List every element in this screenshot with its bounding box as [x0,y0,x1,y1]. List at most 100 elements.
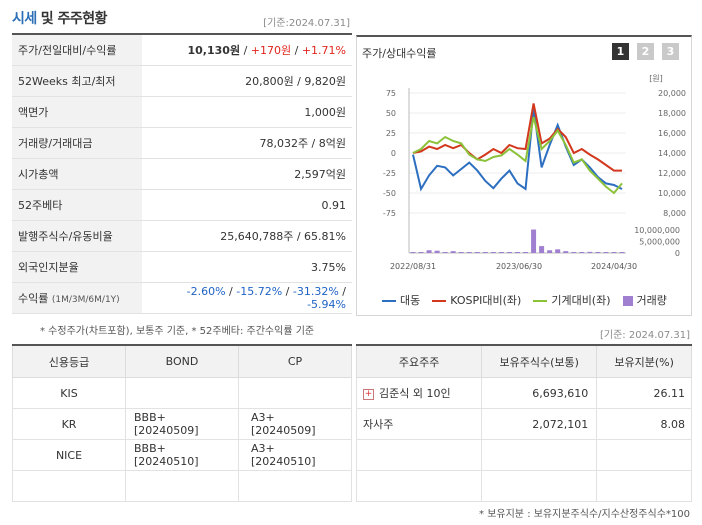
volume-bar [523,252,529,253]
holders-footnote: * 보유지분 : 보유지분주식수/지수산정주식수*100 [479,509,690,520]
volume-bar [426,250,432,253]
holder-cell: 26.11 [596,377,692,409]
left-tick-label: 0 [391,149,396,158]
left-tick-label: 25 [386,129,396,138]
legend-machine-swatch [533,300,548,302]
volume-bar [531,229,537,253]
volume-bar [547,250,553,253]
volume-bar [571,252,577,253]
label-face: 액면가 [12,96,142,128]
price-return: +1.71% [301,44,346,57]
credit-header-rating: 신용등급 [12,344,126,378]
holder-row [355,470,692,502]
chart-page-2-button[interactable]: 2 [637,43,654,60]
volume-bar [466,252,472,253]
volume-tick-label: 10,000,000 [634,226,680,235]
return-1y: -5.94% [307,298,346,311]
row-return: 수익률 (1M/3M/6M/1Y) -2.60% / -15.72% / -31… [12,282,352,314]
credit-cell: KR [12,408,126,440]
chart-page-1-button[interactable]: 1 [612,43,629,60]
holder-header-shares: 보유주식수(보통) [481,344,598,378]
right-tick-label: 18,000 [658,109,686,118]
chart-panel [356,35,692,316]
credit-cell: KIS [12,377,126,409]
major-shareholders-table: 주요주주 보유주식수(보통) 보유지분(%) + 김준식 외 10인 6,693,6… [355,344,692,502]
value-volume: 78,032주 / 8억원 [142,127,352,159]
label-mcap: 시가총액 [12,158,142,190]
volume-bar [410,252,416,253]
holder-cell: + 김준식 외 10인 [355,377,483,409]
holder-row [355,439,692,471]
x-tick-label: 2023/06/30 [496,262,542,271]
legend-volume[interactable]: 거래량 [622,292,667,308]
row-foreign: 외국인지분율 3.75% [12,251,352,283]
section-title: 시세 및 주주현황 [12,8,108,28]
holder-row: + 김준식 외 10인 6,693,610 26.11 [355,377,692,409]
value-mcap: 2,597억원 [142,158,352,190]
holder-cell: 2,072,101 [481,408,598,440]
legend-kospi[interactable]: KOSPI대비(좌) [432,292,521,308]
credit-header-bond: BOND [125,344,239,378]
left-tick-label: 50 [386,109,396,118]
x-tick-label: 2024/04/30 [591,262,637,271]
legend-kospi-label: KOSPI대비(좌) [450,294,522,307]
label-price: 주가/전일대비/수익률 [12,35,142,66]
legend-stock[interactable]: 대동 [382,292,420,308]
credit-cell: NICE [12,439,126,471]
right-tick-label: 12,000 [658,169,686,178]
right-tick-label: 20,000 [658,89,686,98]
label-beta: 52주베타 [12,189,142,221]
credit-row: KR BBB+ [20240509] A3+ [20240509] [12,408,352,440]
volume-bar [442,252,448,253]
credit-row [12,470,352,502]
legend-machine[interactable]: 기계대비(좌) [533,292,611,308]
volume-bar [555,249,561,253]
legend-stock-swatch [382,300,396,302]
holder-header-pct: 보유지분(%) [596,344,692,378]
holder-row: 자사주 2,072,101 8.08 [355,408,692,440]
value-shares: 25,640,788주 / 65.81% [142,220,352,252]
price-summary-table: 주가/전일대비/수익률 10,130원 / +170원 / +1.71% 52W… [12,35,352,314]
holder-cell [596,470,692,502]
left-tick-label: -75 [383,209,396,218]
return-6m: -31.32% [292,285,339,298]
row-volume: 거래량/거래대금 78,032주 / 8억원 [12,127,352,159]
row-52w: 52Weeks 최고/최저 20,800원 / 9,820원 [12,65,352,97]
series-line [412,108,623,192]
label-shares: 발행주식수/유동비율 [12,220,142,252]
title-main: 시세 [12,11,37,27]
row-beta: 52주베타 0.91 [12,189,352,221]
holder-cell [596,439,692,471]
x-tick-label: 2022/08/31 [390,262,436,271]
holder-header-name: 주요주주 [355,344,483,378]
expand-icon[interactable]: + [363,388,374,400]
row-mcap: 시가총액 2,597억원 [12,158,352,190]
price-change: +170원 [250,44,292,57]
label-volume: 거래량/거래대금 [12,127,142,159]
volume-bar [506,252,512,253]
row-price: 주가/전일대비/수익률 10,130원 / +170원 / +1.71% [12,35,352,66]
legend-volume-swatch [622,296,633,306]
asof-date: [기준:2024.07.31] [263,18,350,29]
credit-row: KIS [12,377,352,409]
label-52w: 52Weeks 최고/최저 [12,65,142,97]
right-tick-label: 16,000 [658,129,686,138]
title-sub: 및 주주현황 [40,11,108,27]
legend-volume-label: 거래량 [636,294,667,307]
volume-tick-label: 5,000,000 [639,238,680,247]
return-1m: -2.60% [186,285,226,298]
volume-bar [539,246,545,253]
volume-bar [603,252,609,253]
left-tick-label: 75 [386,89,396,98]
holder-cell [355,470,483,502]
volume-bar [515,252,520,253]
chart-page-3-button[interactable]: 3 [662,43,679,60]
price-chart: 75 50 25 0 -25 -50 -75 [원] 20,000 18,000 16,000 14,… [383,74,686,271]
volume-bar [458,252,464,253]
value-foreign: 3.75% [142,251,352,283]
credit-cell: A3+ [20240510] [238,439,352,471]
credit-cell: BBB+ [20240510] [125,439,239,471]
value-face: 1,000원 [142,96,352,128]
credit-row: NICE BBB+ [20240510] A3+ [20240510] [12,439,352,471]
right-tick-label: 8,000 [663,209,686,218]
